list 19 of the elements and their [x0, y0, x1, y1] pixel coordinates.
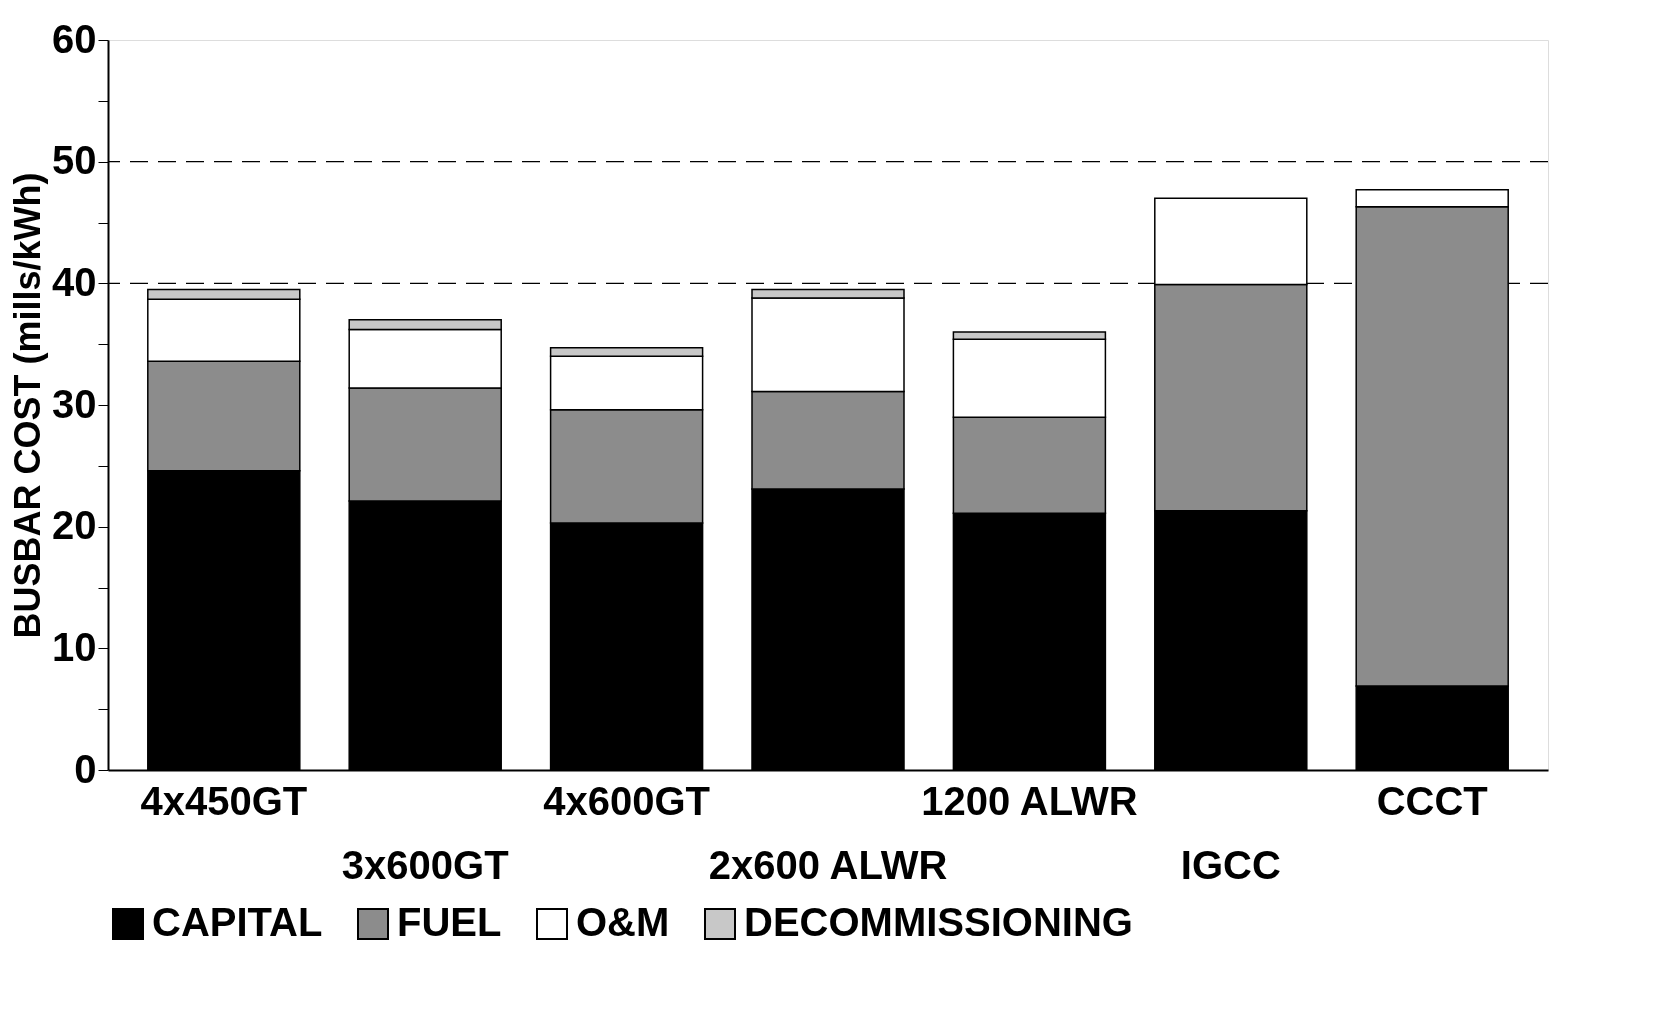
y-tick-label: 40 — [52, 259, 97, 304]
legend-label: DECOMMISSIONING — [744, 900, 1133, 944]
y-tick-label: 50 — [52, 138, 97, 183]
x-tick-label: 4x450GT — [140, 778, 308, 823]
x-tick-label: 2x600 ALWR — [708, 842, 948, 887]
y-tick-label: 30 — [52, 381, 97, 426]
x-tick-label: 1200 ALWR — [921, 778, 1138, 823]
x-tick-label: 3x600GT — [341, 842, 509, 887]
x-tick-label: CCCT — [1376, 778, 1488, 823]
x-tick-label: IGCC — [1180, 842, 1281, 887]
y-tick-label: 0 — [74, 746, 97, 791]
legend-label: CAPITAL — [152, 900, 323, 944]
y-tick-label: 10 — [52, 624, 97, 669]
x-tick-label: 4x600GT — [543, 778, 710, 823]
legend-label: O&M — [576, 900, 670, 944]
legend-label: FUEL — [397, 900, 502, 944]
y-axis-title: BUSBAR COST (mills/kWh) — [7, 172, 49, 639]
y-tick-label: 20 — [52, 503, 97, 548]
y-tick-label: 60 — [52, 16, 97, 61]
